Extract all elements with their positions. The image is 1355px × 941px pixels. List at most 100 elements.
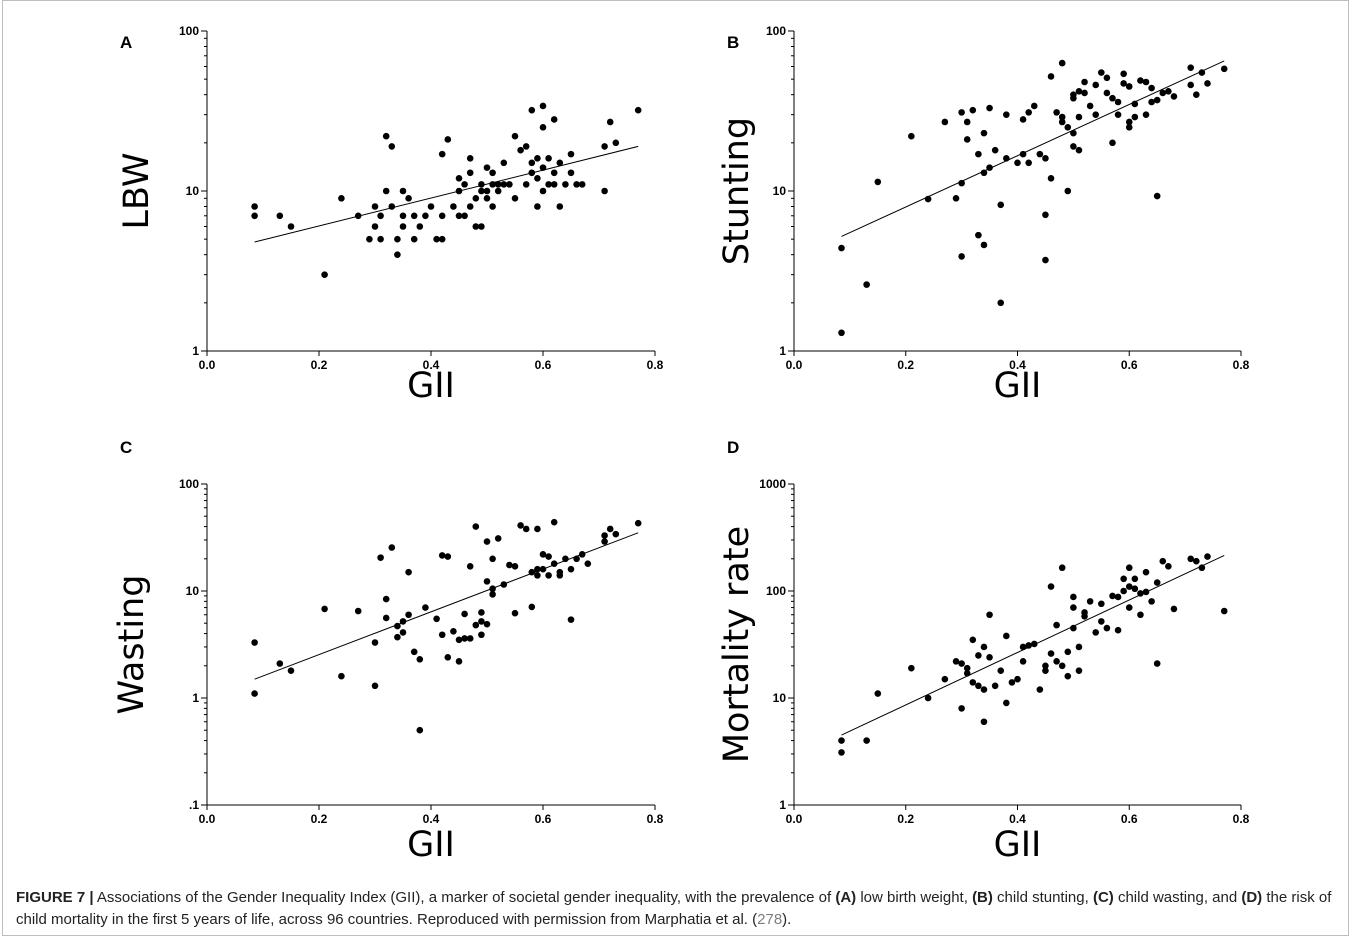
data-point <box>980 718 988 726</box>
panel-a: A 0.0 0.2 0.4 0.6 0.8 1 10 100 GII LBW <box>117 24 664 406</box>
data-point <box>534 525 541 533</box>
data-point <box>494 181 502 188</box>
data-point <box>1142 588 1150 596</box>
data-point <box>562 181 569 188</box>
data-point <box>975 682 982 690</box>
data-point <box>1042 662 1049 670</box>
reference-link[interactable]: 278 <box>757 911 783 928</box>
data-point <box>1159 89 1167 97</box>
data-point <box>528 568 536 576</box>
data-point <box>338 195 345 202</box>
data-point <box>1125 604 1133 611</box>
data-point <box>251 690 258 697</box>
data-point <box>1114 111 1122 118</box>
data-point <box>472 223 480 230</box>
data-point <box>251 639 258 646</box>
data-point <box>399 212 407 220</box>
data-point <box>1075 643 1083 651</box>
data-point <box>455 212 463 220</box>
data-point <box>1120 70 1127 78</box>
data-point <box>863 281 870 288</box>
data-point <box>838 244 845 252</box>
data-point <box>562 555 569 563</box>
data-point <box>466 169 474 177</box>
data-point <box>975 652 982 659</box>
data-point <box>1047 175 1055 182</box>
data-point <box>399 223 407 230</box>
data-point <box>838 329 845 337</box>
data-point <box>573 555 580 563</box>
data-point <box>483 187 491 195</box>
x-tick-label: 0.2 <box>311 358 328 372</box>
data-point <box>1081 613 1088 620</box>
data-point <box>422 604 429 611</box>
x-tick-label: 0.8 <box>647 812 664 826</box>
data-point <box>500 181 508 188</box>
x-tick-label: 0.8 <box>647 358 664 372</box>
data-point <box>838 737 845 744</box>
data-point <box>1148 98 1155 106</box>
data-point <box>354 212 362 220</box>
data-point <box>511 132 519 140</box>
data-point <box>539 565 547 573</box>
data-point <box>874 690 882 697</box>
y-tick-label: .1 <box>189 798 199 812</box>
data-point <box>528 106 536 114</box>
data-point <box>483 538 491 545</box>
data-point <box>438 552 446 559</box>
data-point <box>550 560 558 567</box>
data-point <box>1153 192 1161 200</box>
data-point <box>511 195 519 202</box>
data-point <box>461 635 468 642</box>
data-point <box>489 203 496 210</box>
data-point <box>1058 662 1066 670</box>
y-axis-label: Wasting <box>112 575 152 715</box>
data-point <box>539 124 547 131</box>
data-point <box>958 660 965 667</box>
data-point <box>522 525 530 533</box>
data-point <box>980 129 988 137</box>
data-point <box>1220 65 1228 73</box>
data-point <box>444 654 452 661</box>
data-point <box>483 164 491 171</box>
data-point <box>382 595 390 603</box>
data-point <box>410 235 418 243</box>
data-point <box>466 635 474 642</box>
data-point <box>1109 139 1116 147</box>
data-point <box>427 203 435 210</box>
data-point <box>416 655 424 663</box>
data-point <box>1109 592 1116 600</box>
data-point <box>1142 568 1150 576</box>
data-point <box>539 102 547 110</box>
data-point <box>539 551 547 558</box>
data-point <box>1137 611 1144 619</box>
data-point <box>388 544 396 551</box>
data-point <box>410 212 418 220</box>
data-point <box>1193 557 1200 565</box>
data-point <box>1120 587 1127 595</box>
x-tick-label: 0.2 <box>897 358 914 372</box>
panel-d: D 0.0 0.2 0.4 0.6 0.8 1 10 100 1000 GII Mortality r… <box>717 438 1250 865</box>
data-point <box>276 660 284 667</box>
data-point <box>941 675 949 683</box>
data-point <box>1075 146 1083 154</box>
caption-text-end: ). <box>782 911 792 928</box>
data-point <box>366 235 373 243</box>
data-point <box>399 629 407 636</box>
data-point <box>1165 87 1172 95</box>
data-point <box>450 628 457 635</box>
data-point <box>584 560 592 567</box>
data-point <box>1019 658 1027 665</box>
data-point <box>1153 579 1161 586</box>
data-point <box>472 621 480 629</box>
data-point <box>1120 80 1127 87</box>
data-point <box>1114 593 1122 601</box>
data-point <box>1064 124 1072 131</box>
data-point <box>1036 150 1044 158</box>
data-point <box>500 159 508 167</box>
data-point <box>466 203 474 210</box>
data-point <box>986 104 993 112</box>
data-point <box>556 159 564 167</box>
data-point <box>251 203 258 210</box>
data-point <box>601 532 608 539</box>
